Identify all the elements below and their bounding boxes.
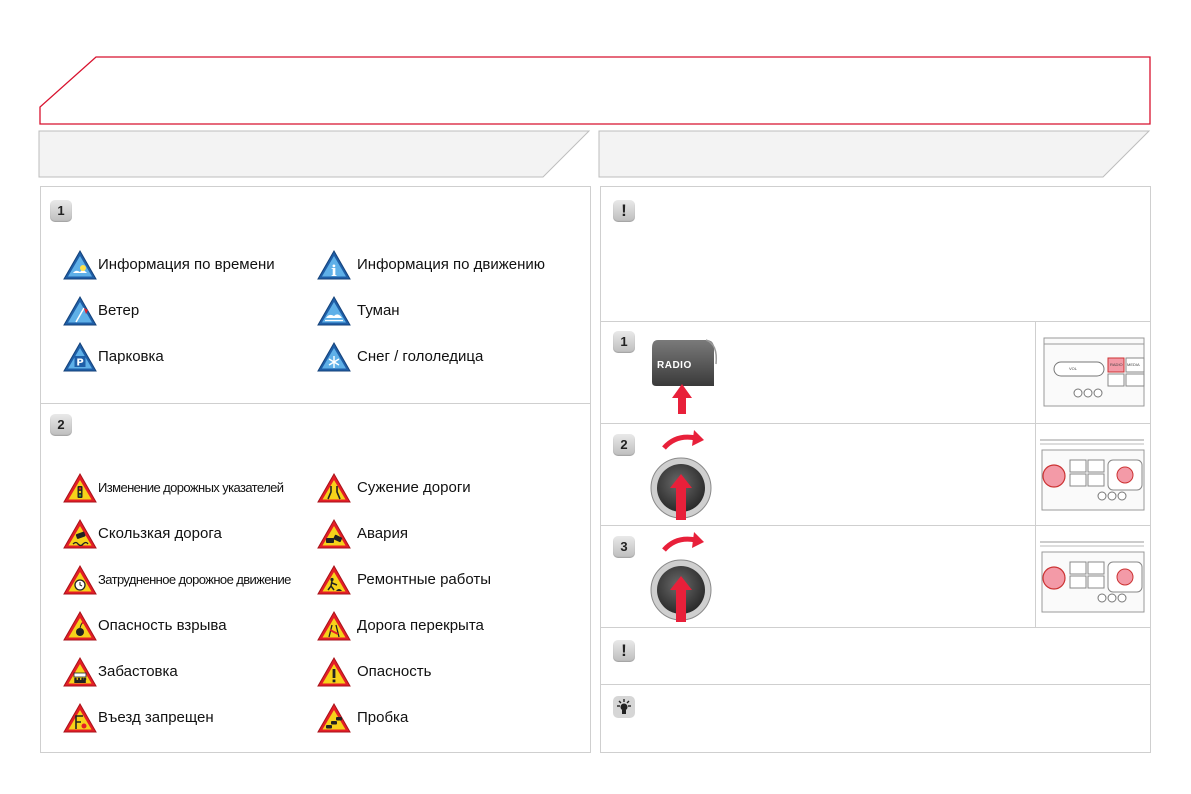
traffic-jam-label: Пробка [357,709,409,726]
fog-icon [317,295,351,326]
parking-label: Парковка [98,348,164,365]
no-entry-sign-icon [63,702,97,733]
wind-icon [63,295,97,326]
page-header-banner [39,56,1151,125]
accident-label: Авария [357,525,408,542]
snow-ice-icon [317,341,351,372]
right-column-title-bar [598,130,1151,178]
road-closed-sign-icon [317,610,351,641]
control-panel-thumbnail-1 [1043,337,1145,407]
road-closed-label: Дорога перекрыта [357,617,484,634]
right-divider-1 [600,321,1151,322]
no-entry-label: Въезд запрещен [98,709,214,726]
thumb1-vol-label: VOL [1069,366,1078,371]
svg-text:P: P [76,358,83,369]
congestion-label: Затрудненное дорожное движение [98,572,291,587]
right-divider-5 [600,684,1151,685]
fog-label: Туман [357,302,400,319]
slippery-road-sign-icon [63,518,97,549]
congestion-sign-icon [63,564,97,595]
traffic-info-label: Информация по движению [357,256,546,273]
warning-icon-top: ! [613,200,635,222]
right-divider-2 [600,423,1151,424]
right-image-column-divider [1035,321,1036,627]
left-column-title-bar [38,130,591,178]
warning-icon-bottom: ! [613,640,635,662]
control-panel-thumbnail-2 [1040,439,1145,511]
traffic-info-icon: i [317,249,351,280]
sign-change-label: Изменение дорожных указателей [98,480,284,495]
danger-sign-icon [317,656,351,687]
traffic-jam-sign-icon [317,702,351,733]
left-panel [40,186,591,753]
road-narrows-sign-icon [317,472,351,503]
rotary-knob-illustration-3 [650,532,712,622]
danger-label: Опасность [357,663,432,680]
explosion-danger-label: Опасность взрыва [98,617,227,634]
strike-label: Забастовка [98,663,178,680]
parking-icon: P [63,341,97,372]
svg-text:i: i [331,262,337,280]
wind-label: Ветер [98,302,140,319]
step-badge-right-2: 2 [613,434,635,456]
step-badge-2: 2 [50,414,72,436]
roadworks-label: Ремонтные работы [357,571,492,588]
right-divider-4 [600,627,1151,628]
lightbulb-icon [613,696,635,718]
rotary-knob-illustration-2 [650,430,712,520]
explosion-danger-sign-icon [63,610,97,641]
step-badge-right-3: 3 [613,536,635,558]
control-panel-thumbnail-3 [1040,541,1145,613]
snow-ice-label: Снег / гололедица [357,348,484,365]
radio-button-illustration [652,339,718,414]
roadworks-sign-icon [317,564,351,595]
traffic-light-sign-icon [63,472,97,503]
accident-sign-icon [317,518,351,549]
step-badge-right-1: 1 [613,331,635,353]
thumb1-media-label: MEDIA [1127,362,1140,367]
left-panel-divider [40,403,591,404]
weather-info-label: Информация по времени [98,256,275,273]
radio-button-label: RADIO [657,360,692,371]
thumb1-radio-label: RADIO [1110,362,1123,367]
weather-info-icon [63,249,97,280]
slippery-road-label: Скользкая дорога [98,525,222,542]
road-narrows-label: Сужение дороги [357,479,471,496]
strike-sign-icon [63,656,97,687]
step-badge-1: 1 [50,200,72,222]
right-divider-3 [600,525,1151,526]
